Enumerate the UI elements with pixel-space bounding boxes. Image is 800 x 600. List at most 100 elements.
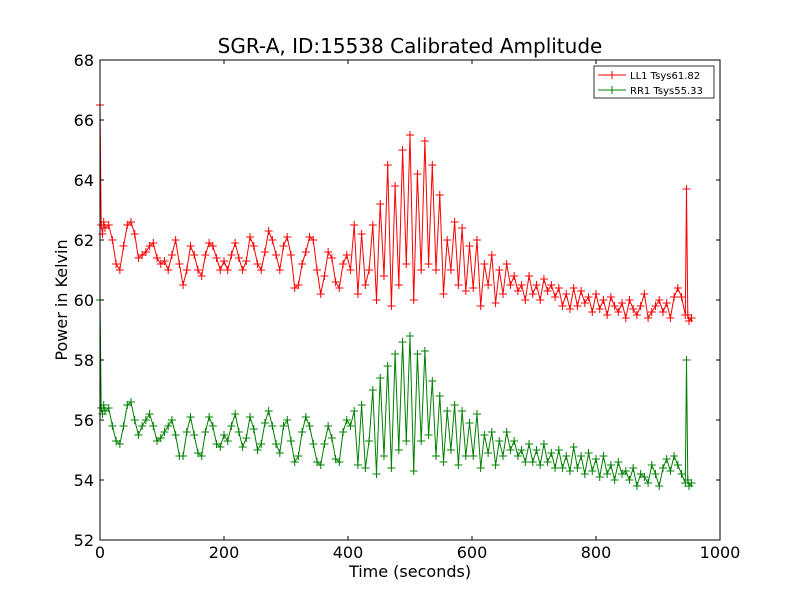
data-point — [554, 284, 563, 292]
data-point — [238, 266, 247, 274]
data-point — [435, 191, 444, 199]
data-point — [450, 218, 459, 226]
data-point — [521, 458, 530, 466]
data-point — [554, 446, 563, 454]
data-point — [260, 248, 269, 256]
data-point — [480, 260, 489, 268]
data-point — [379, 452, 388, 460]
data-point — [227, 251, 236, 259]
data-point — [644, 314, 653, 322]
data-point — [234, 254, 243, 262]
data-point — [398, 146, 407, 154]
data-point — [599, 452, 608, 460]
data-point — [670, 452, 679, 460]
data-point — [272, 251, 281, 259]
data-point — [301, 248, 310, 256]
data-point — [629, 464, 638, 472]
data-point — [286, 437, 295, 445]
data-point — [268, 236, 277, 244]
data-point — [446, 446, 455, 454]
data-point — [525, 440, 534, 448]
series-1 — [96, 101, 696, 325]
data-point — [687, 314, 696, 322]
data-point — [298, 260, 307, 268]
data-point — [584, 293, 593, 301]
data-point — [272, 440, 281, 448]
data-point — [614, 458, 623, 466]
data-point — [644, 479, 653, 487]
data-point — [603, 470, 612, 478]
data-point — [283, 233, 292, 241]
legend-marker — [608, 71, 616, 79]
data-point — [368, 221, 377, 229]
data-point — [391, 350, 400, 358]
data-point — [658, 308, 667, 316]
data-point — [353, 290, 362, 298]
data-point — [480, 431, 489, 439]
data-point — [528, 458, 537, 466]
data-point — [484, 449, 493, 457]
data-point — [216, 266, 225, 274]
data-point — [443, 407, 452, 415]
data-point — [350, 221, 359, 229]
x-axis-label: Time (seconds) — [348, 562, 471, 581]
data-point — [212, 254, 221, 262]
data-point — [517, 281, 526, 289]
data-point — [130, 230, 139, 238]
legend-marker — [608, 86, 616, 94]
data-point — [625, 296, 634, 304]
data-point — [439, 458, 448, 466]
series-line — [99, 299, 692, 488]
data-point — [134, 431, 143, 439]
data-point — [573, 464, 582, 472]
data-point — [506, 446, 515, 454]
data-point — [521, 296, 530, 304]
data-point — [376, 200, 385, 208]
data-point — [666, 467, 675, 475]
data-point — [160, 257, 169, 265]
data-point — [618, 299, 627, 307]
data-point — [182, 266, 191, 274]
data-point — [372, 296, 381, 304]
data-point — [99, 401, 108, 409]
data-point — [164, 266, 173, 274]
data-point — [167, 416, 176, 424]
data-point — [539, 440, 548, 448]
data-point — [331, 278, 340, 286]
legend-box — [593, 65, 715, 99]
data-point — [127, 398, 135, 406]
data-point — [610, 476, 619, 484]
data-point — [294, 281, 303, 289]
x-tick-label: 800 — [581, 543, 612, 562]
data-point — [551, 464, 560, 472]
data-point — [532, 446, 541, 454]
data-point — [435, 392, 444, 400]
data-point — [629, 305, 638, 313]
data-point — [621, 467, 630, 475]
data-point — [190, 431, 199, 439]
data-point — [424, 431, 433, 439]
data-point — [171, 236, 180, 244]
data-point — [682, 185, 691, 193]
data-point — [465, 242, 474, 250]
data-point — [335, 458, 344, 466]
data-point — [104, 221, 113, 229]
data-point — [376, 374, 385, 382]
data-point — [502, 428, 511, 436]
data-point — [565, 467, 574, 475]
data-point — [599, 296, 608, 304]
data-point — [565, 305, 574, 313]
data-point — [536, 461, 545, 469]
data-point — [208, 422, 217, 430]
data-point — [141, 416, 150, 424]
data-point — [313, 266, 321, 274]
data-point — [461, 287, 470, 295]
data-point — [320, 272, 329, 280]
data-point — [662, 455, 671, 463]
data-point — [562, 452, 571, 460]
data-point — [179, 452, 188, 460]
data-point — [655, 296, 664, 304]
data-point — [584, 449, 593, 457]
data-point — [223, 266, 232, 274]
